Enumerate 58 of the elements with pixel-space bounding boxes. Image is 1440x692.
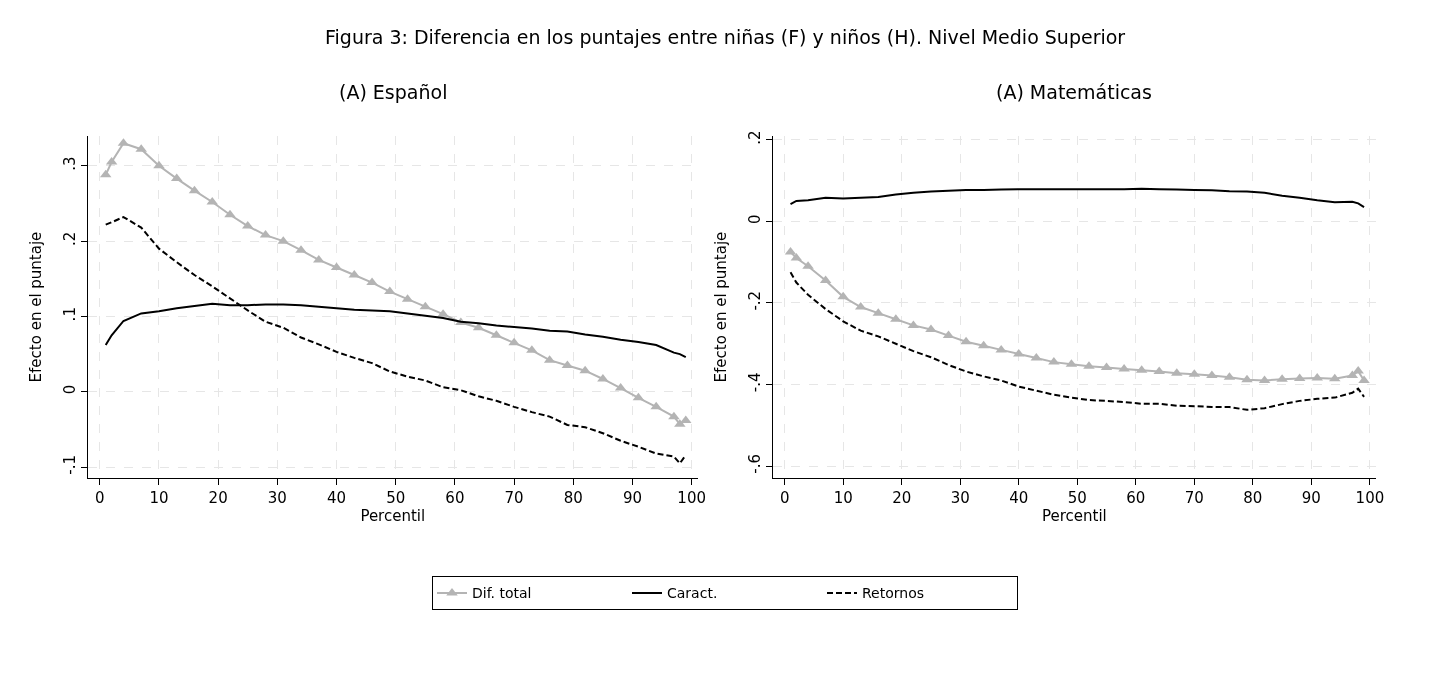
x-tick-label: 20 [892, 489, 912, 508]
point [153, 160, 165, 169]
x-tick-label: 10 [833, 489, 853, 508]
x-tick-label: 80 [1243, 489, 1263, 508]
y-axis-title: Efecto en el puntaje [712, 231, 731, 383]
point [579, 365, 591, 374]
x-tick-label: 20 [208, 489, 228, 508]
y-tick-label: 0 [60, 384, 79, 395]
point [1206, 370, 1218, 379]
y-tick-label: -.6 [745, 454, 764, 474]
x-tick-label: 70 [504, 489, 524, 508]
chart-title: (A) Matemáticas [996, 81, 1152, 103]
line-series [104, 216, 687, 465]
legend-label: Caract. [667, 585, 718, 602]
y-tick-label: .2 [60, 231, 79, 247]
point [1329, 373, 1341, 382]
x-tick-label: 90 [1301, 489, 1321, 508]
legend-label: Retornos [862, 585, 925, 602]
x-tick-label: 70 [1184, 489, 1204, 508]
y-tick-label: .2 [745, 130, 764, 145]
line-series [789, 187, 1366, 209]
y-tick-label: .3 [60, 156, 79, 171]
y-tick-label: -.4 [745, 372, 764, 393]
legend-label: Dif. total [472, 585, 532, 602]
x-tick-label: 60 [445, 489, 465, 508]
y-axis-title: Efecto en el puntaje [27, 231, 46, 383]
point [668, 411, 680, 420]
x-tick-label: 30 [950, 489, 970, 508]
point [960, 336, 972, 345]
point [384, 286, 396, 295]
point [508, 337, 520, 346]
point [650, 401, 662, 410]
point [1241, 374, 1253, 383]
x-tick-label: 50 [1067, 489, 1087, 508]
point [224, 209, 236, 218]
x-axis-title: Percentil [360, 507, 426, 526]
x-tick-label: 40 [1009, 489, 1029, 508]
point [837, 291, 849, 300]
x-tick-label: 10 [149, 489, 169, 508]
y-tick-label: -.1 [60, 454, 79, 475]
x-tick-label: 100 [1355, 489, 1385, 508]
y-tick-label: 0 [745, 214, 764, 224]
x-tick-label: 30 [267, 489, 287, 508]
line-series [789, 271, 1366, 411]
x-tick-label: 80 [563, 489, 583, 508]
x-tick-label: 40 [327, 489, 347, 508]
x-tick-label: 60 [1126, 489, 1146, 508]
x-tick-label: 0 [95, 489, 105, 508]
x-tick-label: 90 [622, 489, 643, 508]
point [366, 277, 378, 286]
y-tick-label: -.2 [745, 290, 764, 311]
x-tick-label: 100 [677, 489, 706, 508]
x-tick-label: 50 [386, 489, 406, 508]
y-tick-label: .1 [60, 307, 79, 322]
chart-title: (A) Español [339, 81, 448, 103]
text: Figura 3: Diferencia en los puntajes entre niñas (F) y niños (H). Nivel Medio Superior [325, 26, 1126, 48]
x-tick-label: 0 [779, 489, 790, 508]
x-axis-title: Percentil [1041, 507, 1107, 526]
